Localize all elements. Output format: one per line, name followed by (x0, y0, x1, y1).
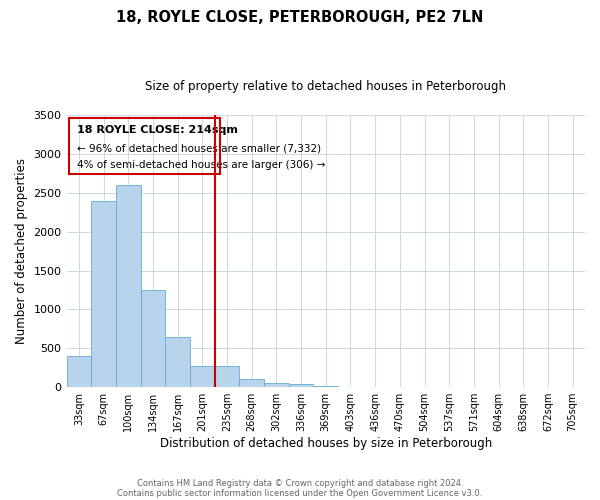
Title: Size of property relative to detached houses in Peterborough: Size of property relative to detached ho… (145, 80, 506, 93)
Bar (116, 185, 140, 387)
Text: 4% of semi-detached houses are larger (306) →: 4% of semi-detached houses are larger (3… (77, 160, 325, 170)
Bar (91, 200, 116, 387)
Bar (140, 290, 165, 387)
Bar (264, 383, 289, 387)
Text: 18 ROYLE CLOSE: 214sqm: 18 ROYLE CLOSE: 214sqm (77, 124, 238, 134)
Bar (239, 380, 264, 387)
Text: Contains public sector information licensed under the Open Government Licence v3: Contains public sector information licen… (118, 488, 482, 498)
Y-axis label: Number of detached properties: Number of detached properties (15, 158, 28, 344)
Bar (313, 386, 338, 387)
Bar (67, 356, 91, 387)
Text: ← 96% of detached houses are smaller (7,332): ← 96% of detached houses are smaller (7,… (77, 144, 321, 154)
Bar (215, 366, 239, 387)
Bar (165, 338, 190, 387)
Text: 18, ROYLE CLOSE, PETERBOROUGH, PE2 7LN: 18, ROYLE CLOSE, PETERBOROUGH, PE2 7LN (116, 10, 484, 25)
Bar (190, 366, 215, 387)
X-axis label: Distribution of detached houses by size in Peterborough: Distribution of detached houses by size … (160, 437, 492, 450)
Text: Contains HM Land Registry data © Crown copyright and database right 2024.: Contains HM Land Registry data © Crown c… (137, 478, 463, 488)
Bar (289, 384, 313, 387)
